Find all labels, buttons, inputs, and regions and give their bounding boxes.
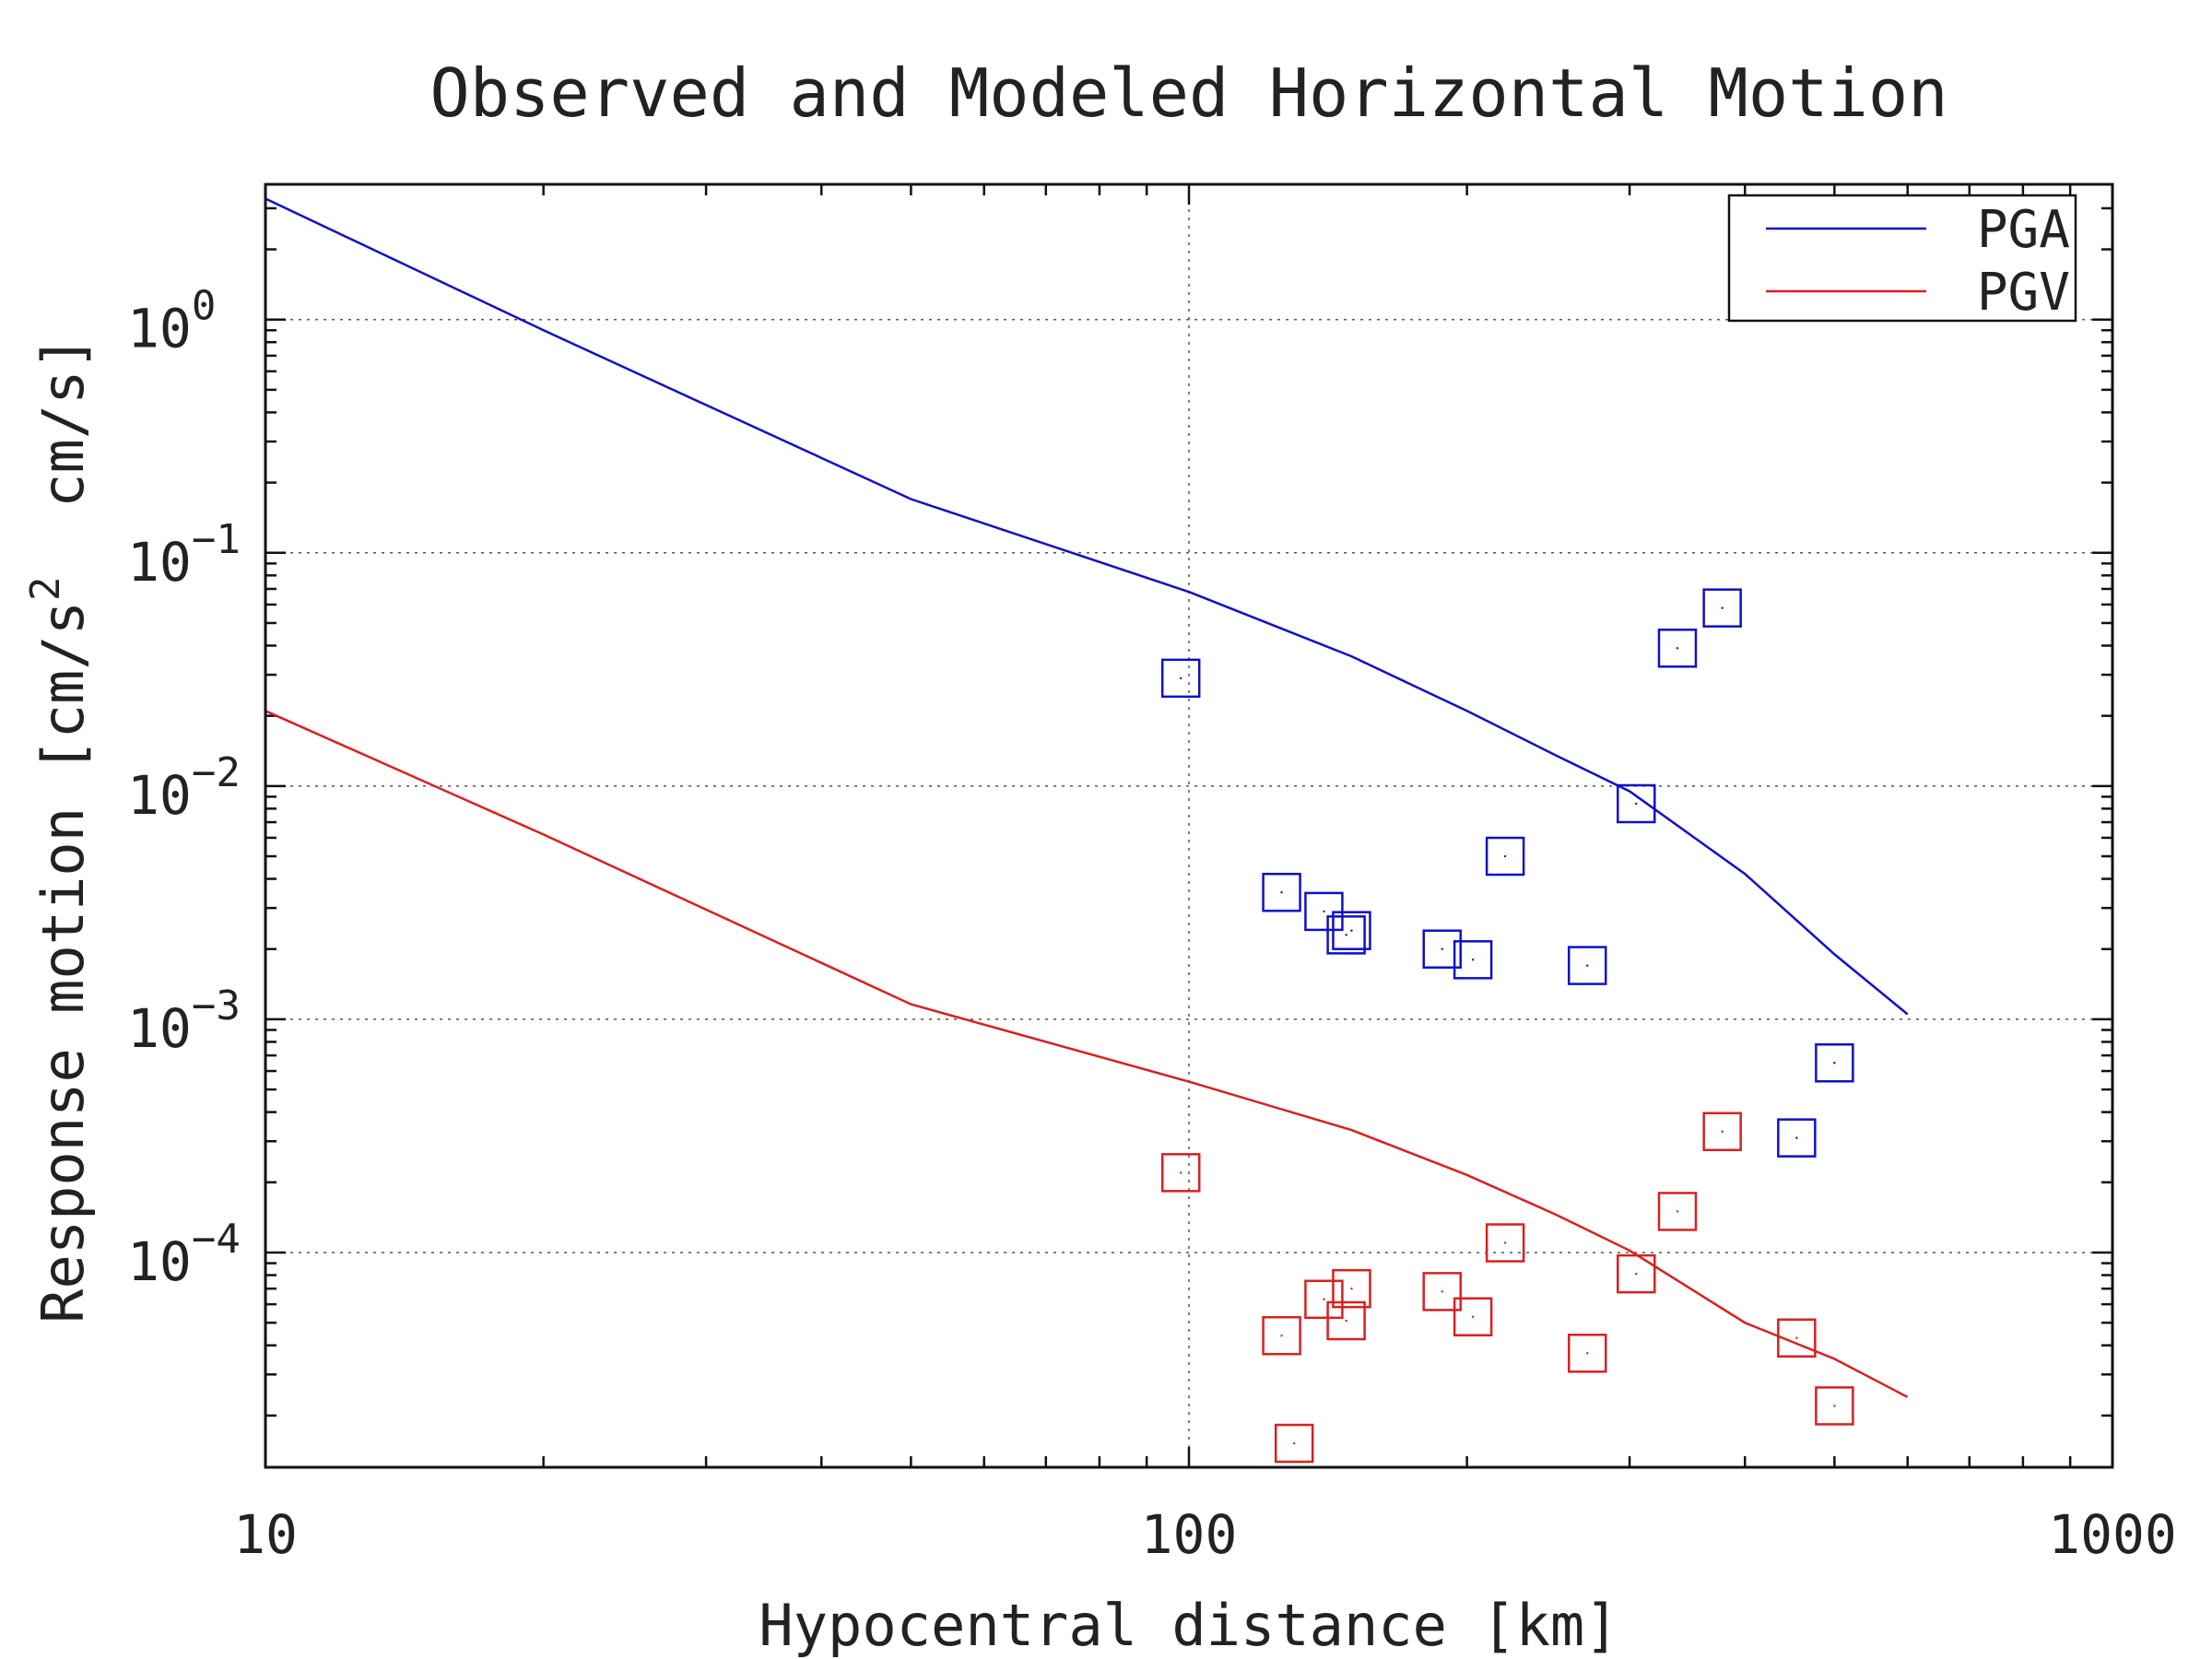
observed-point-pga [1777,1118,1817,1158]
observed-point-pgv [1332,1268,1371,1309]
x-tick-label: 100 [1141,1503,1238,1566]
observed-point-center-pga [1635,802,1638,806]
y-axis-label-tail: cm/s] [29,335,97,576]
observed-point-pga [1617,783,1656,824]
observed-point-pga [1332,911,1371,950]
chart-title: Observed and Modeled Horizontal Motion [429,54,1947,132]
observed-point-center-pgv [1180,1171,1182,1174]
observed-point-pga [1453,940,1493,980]
observed-point-center-pga [1503,854,1507,858]
observed-point-center-pga [1795,1136,1798,1139]
model-lines [265,197,1909,1398]
observed-point-center-pgv [1441,1290,1443,1293]
observed-point-center-pgv [1292,1441,1296,1445]
observed-point-pga [1262,872,1301,912]
x-tick-label: 1000 [2048,1503,2177,1566]
observed-point-pgv [1274,1423,1314,1464]
observed-point-pgv [1304,1279,1344,1320]
observed-point-center-pga [1280,891,1283,894]
observed-point-center-pgv [1323,1298,1325,1300]
y-tick-label-exponent: −3 [192,982,241,1030]
y-tick-label-exponent: 0 [192,283,217,330]
y-tick-label: 100 [127,283,216,360]
observed-point-pga [1160,658,1201,699]
observed-point-center-pgv [1833,1405,1836,1407]
y-axis-label-superscript: 2 [22,576,69,601]
y-axis-label: Response motion [cm/s2 cm/s] [22,335,97,1324]
legend-label-pga: PGA [1977,200,2070,260]
observed-point-pga [1702,588,1742,628]
observed-point-center-pgv [1635,1272,1638,1276]
model-line-pgv [265,710,1909,1398]
observed-point-pgv [1485,1223,1525,1263]
observed-point-center-pgv [1345,1319,1347,1323]
observed-point-center-pga [1471,959,1475,961]
observed-point-pgv [1422,1272,1462,1312]
legend: PGA PGV [1727,194,2077,323]
y-tick-label-base: 10 [127,1230,192,1293]
observed-point-pgv [1262,1315,1301,1356]
y-tick-label-base: 10 [127,997,192,1060]
observed-point-pga [1815,1043,1854,1083]
y-tick-label: 10−4 [127,1216,241,1293]
observed-point-center-pga [1350,929,1353,932]
observed-point-pgv [1702,1112,1742,1152]
axis-ticks [264,184,2112,1467]
observed-point-pgv [1160,1153,1201,1193]
observed-point-center-pgv [1471,1315,1475,1318]
observed-point-pga [1657,629,1698,668]
model-line-pga [265,197,1909,1016]
observed-point-pga [1422,929,1462,969]
legend-box [1727,194,2077,323]
y-tick-label-exponent: −1 [192,516,241,563]
legend-label-pgv: PGV [1977,263,2070,323]
observed-point-center-pga [1180,677,1182,680]
observed-point-pgv [1815,1386,1854,1426]
y-axis-label-main: Response motion [cm/s [29,601,97,1324]
observed-point-center-pgv [1350,1287,1353,1290]
observed-point-center-pgv [1721,1130,1724,1133]
x-axis-label: Hypocentral distance [km] [759,1592,1618,1659]
observed-point-pga [1485,836,1525,877]
observed-point-center-pgv [1503,1241,1507,1244]
observed-point-pgv [1777,1318,1817,1358]
y-tick-label-exponent: −4 [192,1216,241,1263]
y-tick-label-base: 10 [127,764,192,827]
y-tick-label: 10−1 [127,516,241,594]
x-tick-label: 10 [233,1503,298,1566]
observed-point-center-pga [1721,606,1724,609]
x-tick-labels: 10 100 1000 [233,1503,2177,1566]
y-tick-label: 10−3 [127,982,241,1060]
observed-point-center-pga [1323,910,1325,913]
observed-point-pgv [1657,1192,1698,1231]
observed-point-center-pgv [1676,1210,1679,1213]
observed-point-pgv [1617,1253,1656,1294]
observed-point-pgv [1326,1300,1366,1341]
observed-point-center-pga [1586,964,1589,967]
plot-frame [264,182,2114,1469]
observed-point-center-pgv [1280,1335,1283,1337]
observed-point-center-pga [1676,647,1679,650]
y-tick-label-base: 10 [127,531,192,594]
observed-point-pga [1326,915,1366,955]
observed-point-pgv [1453,1297,1493,1337]
y-tick-label-exponent: −2 [192,749,241,796]
observed-point-center-pga [1833,1062,1836,1065]
observed-point-center-pga [1441,947,1443,950]
grid-lines [265,184,2112,1467]
observed-point-pgv [1567,1333,1607,1373]
observed-points [1160,588,1854,1464]
observed-point-center-pgv [1586,1352,1589,1355]
y-tick-label-base: 10 [127,298,192,360]
observed-point-center-pgv [1795,1336,1798,1339]
observed-point-center-pga [1345,934,1347,936]
observed-point-pga [1567,946,1607,985]
y-tick-label: 10−2 [127,749,241,827]
